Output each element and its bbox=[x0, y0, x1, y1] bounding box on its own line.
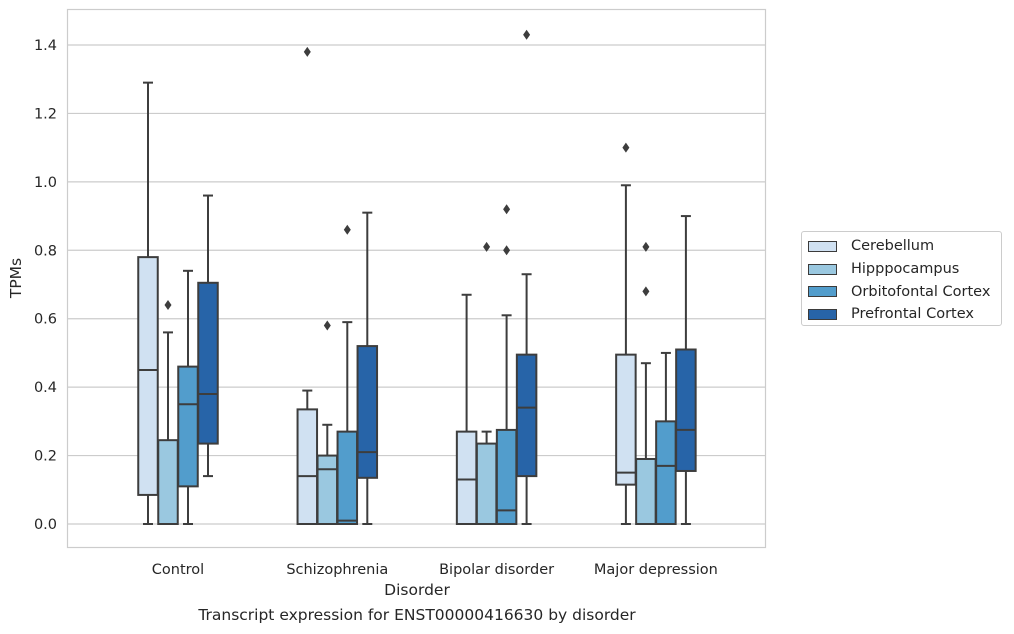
box-body bbox=[515, 353, 538, 478]
box-body bbox=[177, 365, 199, 488]
box-orbitofontal-cortex bbox=[336, 224, 359, 525]
x-tick-label: Major depression bbox=[594, 562, 718, 578]
figure-caption: Transcript expression for ENST0000041663… bbox=[198, 606, 636, 624]
box-body bbox=[137, 256, 159, 496]
box-hipppocampus bbox=[635, 241, 657, 525]
outlier-point bbox=[523, 29, 531, 40]
box-body bbox=[316, 454, 339, 526]
legend-label: Hipppocampus bbox=[851, 261, 960, 278]
box-hipppocampus bbox=[475, 241, 498, 526]
plot-frame bbox=[66, 8, 767, 549]
box-prefrontal-cortex bbox=[515, 29, 538, 525]
y-tick-label: 1.0 bbox=[34, 175, 57, 191]
y-tick-label: 0.6 bbox=[34, 312, 57, 328]
y-tick-label: 1.2 bbox=[34, 106, 57, 122]
y-tick-label: 1.4 bbox=[34, 38, 57, 54]
box-body bbox=[675, 348, 697, 472]
outlier-point bbox=[303, 46, 311, 57]
outlier-point bbox=[164, 300, 172, 311]
box-body bbox=[635, 457, 657, 525]
outlier-point bbox=[642, 286, 650, 297]
legend-label: Prefrontal Cortex bbox=[851, 306, 974, 323]
y-axis-label: TPMs bbox=[7, 258, 25, 299]
legend-label: Cerebellum bbox=[851, 238, 935, 255]
x-tick-label: Schizophrenia bbox=[286, 562, 388, 578]
x-tick-label: Control bbox=[152, 562, 204, 578]
outlier-point bbox=[343, 224, 351, 235]
box-body bbox=[356, 345, 379, 479]
box-prefrontal-cortex bbox=[356, 211, 379, 525]
legend-swatch bbox=[808, 308, 837, 320]
box-cerebellum bbox=[296, 46, 319, 525]
outlier-point bbox=[483, 241, 491, 252]
y-tick-label: 0.2 bbox=[34, 449, 57, 465]
outlier-point bbox=[642, 241, 650, 252]
box-body bbox=[475, 442, 498, 526]
y-tick-label: 0.0 bbox=[34, 517, 57, 533]
box-series bbox=[137, 29, 697, 526]
x-tick-label: Bipolar disorder bbox=[439, 562, 554, 578]
legend-swatch bbox=[808, 240, 837, 252]
box-orbitofontal-cortex bbox=[655, 351, 677, 526]
box-body bbox=[336, 430, 359, 525]
box-prefrontal-cortex bbox=[197, 194, 219, 478]
box-hipppocampus bbox=[316, 320, 339, 526]
x-tick-labels: Control Schizophrenia Bipolar disorder Majo… bbox=[152, 562, 718, 578]
legend: Cerebellum Hipppocampus Orbitofontal Corte… bbox=[801, 231, 1002, 326]
box-body bbox=[615, 353, 637, 486]
legend-item: Hipppocampus bbox=[808, 258, 1001, 281]
box-body bbox=[455, 430, 478, 525]
legend-swatch bbox=[808, 263, 837, 275]
box-orbitofontal-cortex bbox=[495, 204, 518, 525]
x-axis-label: Disorder bbox=[384, 581, 450, 599]
box-body bbox=[157, 439, 179, 525]
outlier-point bbox=[503, 245, 511, 256]
legend-item: Cerebellum bbox=[808, 235, 1001, 258]
outlier-point bbox=[503, 204, 511, 215]
y-tick-label: 0.4 bbox=[34, 380, 57, 396]
box-prefrontal-cortex bbox=[675, 215, 697, 525]
outlier-point bbox=[323, 320, 331, 331]
box-body bbox=[296, 408, 319, 525]
box-cerebellum bbox=[455, 293, 478, 525]
legend-item: Orbitofontal Cortex bbox=[808, 280, 1001, 303]
box-orbitofontal-cortex bbox=[177, 269, 199, 525]
outlier-point bbox=[622, 142, 630, 153]
box-body bbox=[197, 281, 219, 445]
legend-swatch bbox=[808, 286, 837, 298]
legend-label: Orbitofontal Cortex bbox=[851, 283, 991, 300]
y-tick-labels: 0.0 0.2 0.4 0.6 0.8 1.0 1.2 1.4 bbox=[34, 38, 57, 533]
legend-item: Prefrontal Cortex bbox=[808, 303, 1001, 326]
box-hipppocampus bbox=[157, 300, 179, 525]
box-body bbox=[655, 420, 677, 526]
box-cerebellum bbox=[137, 81, 159, 525]
box-cerebellum bbox=[615, 142, 637, 525]
y-tick-label: 0.8 bbox=[34, 243, 57, 259]
